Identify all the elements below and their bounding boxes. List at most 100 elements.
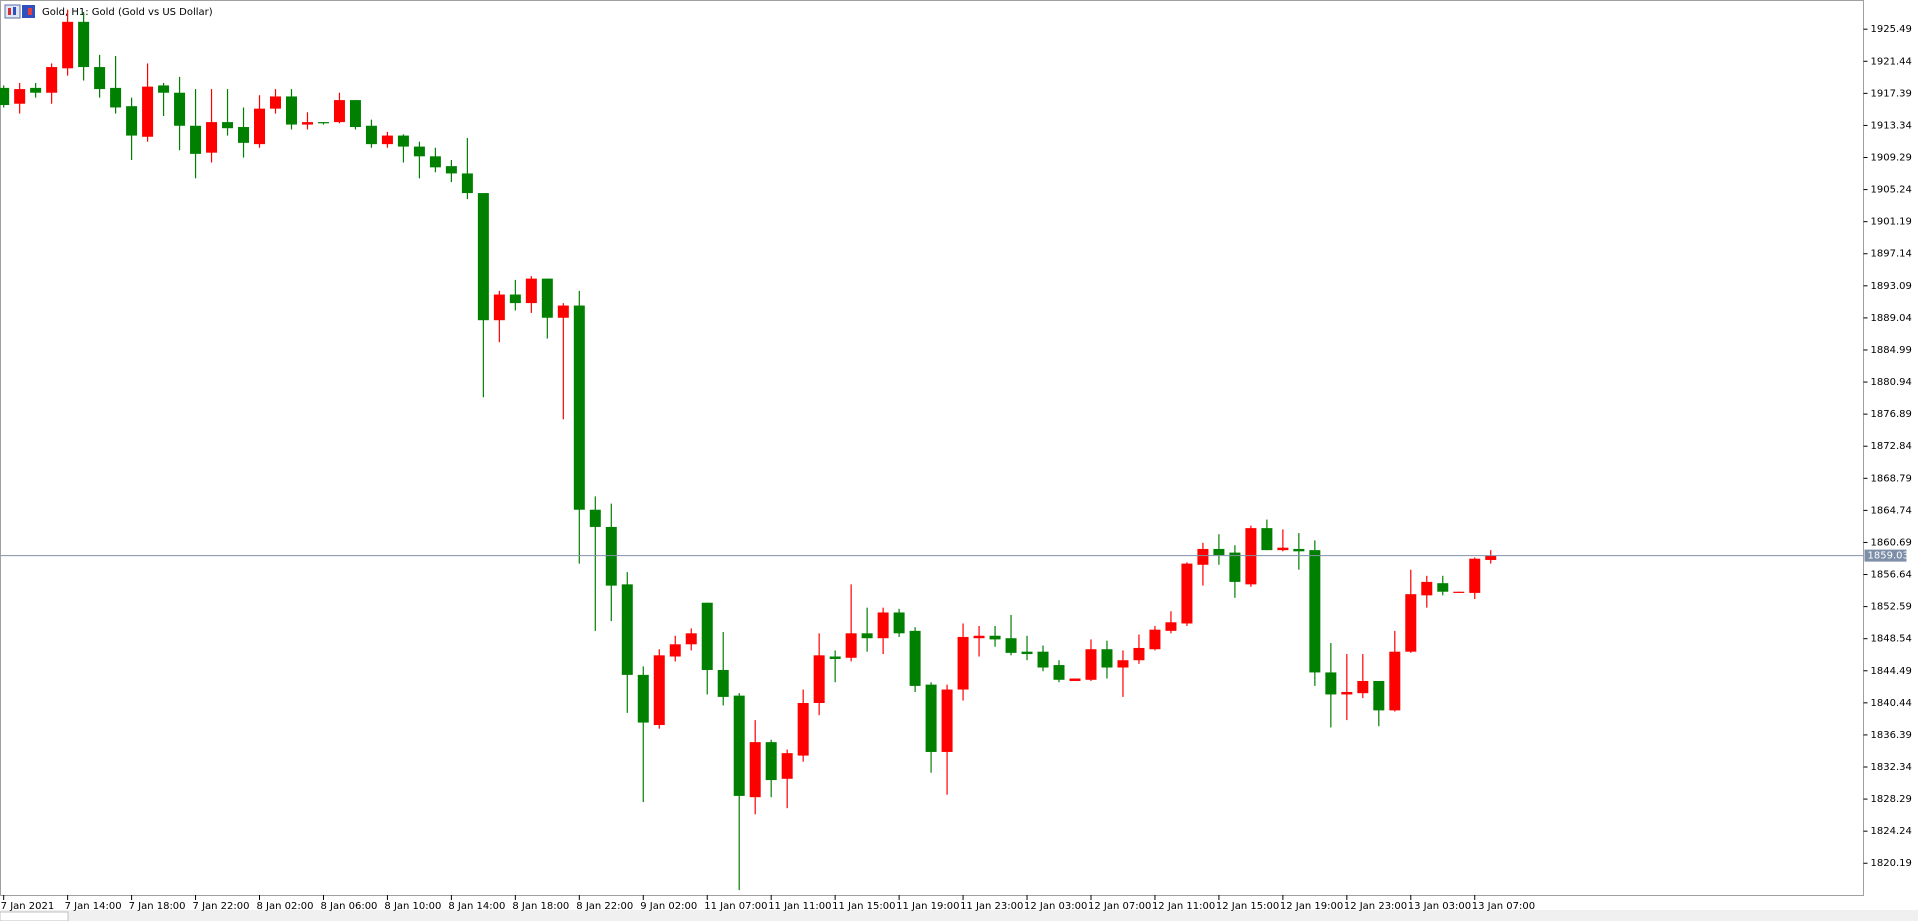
- candle-body: [14, 89, 26, 104]
- x-tick-label: 12 Jan 23:00: [1344, 901, 1407, 912]
- candle-body: [190, 125, 202, 154]
- candle-body: [781, 753, 793, 779]
- candle-body: [1181, 563, 1193, 624]
- icon-bar: [8, 8, 11, 15]
- candle-body: [669, 644, 681, 657]
- candle-body: [0, 87, 10, 105]
- chart-tab[interactable]: [0, 911, 69, 921]
- y-tick-label: 1901.19: [1871, 217, 1912, 228]
- candle-body: [158, 85, 170, 93]
- y-tick-label: 1864.74: [1871, 505, 1912, 516]
- candle-body: [381, 135, 393, 145]
- candle-body: [1069, 678, 1081, 681]
- plot-frame: [0, 0, 1864, 896]
- candle-body: [30, 87, 42, 93]
- candle-body: [877, 612, 889, 639]
- candle-body: [206, 122, 218, 153]
- candle-body: [1213, 548, 1225, 556]
- candle-body: [1357, 680, 1369, 694]
- y-tick-label: 1913.34: [1871, 120, 1912, 131]
- icon-symbol-bar: [28, 8, 32, 15]
- y-tick-label: 1860.69: [1871, 537, 1912, 548]
- candle-body: [701, 602, 713, 670]
- candle-body: [925, 684, 937, 752]
- current-price-box: [1864, 549, 1907, 562]
- candle-body: [957, 636, 969, 690]
- candle-body: [1117, 660, 1129, 668]
- y-tick-label: 1905.24: [1871, 185, 1912, 196]
- candle-body: [397, 135, 409, 147]
- candle-body: [653, 655, 665, 726]
- candle-body: [621, 584, 633, 675]
- y-tick-label: 1917.39: [1871, 88, 1912, 99]
- candle-body: [174, 92, 186, 126]
- candle-body: [142, 86, 154, 137]
- candle-body: [1005, 638, 1017, 653]
- y-tick-label: 1893.09: [1871, 281, 1912, 292]
- candle-body: [525, 278, 537, 304]
- candle-body: [509, 294, 521, 304]
- candle-body: [797, 703, 809, 756]
- y-tick-label: 1889.04: [1871, 313, 1912, 324]
- x-tick-label: 7 Jan 14:00: [65, 901, 122, 912]
- y-tick-label: 1884.99: [1871, 345, 1912, 356]
- y-tick-label: 1844.49: [1871, 666, 1912, 677]
- chart-icon: [4, 4, 35, 19]
- y-tick-label: 1836.39: [1871, 730, 1912, 741]
- candle-body: [829, 656, 841, 659]
- y-tick-label: 1824.24: [1871, 826, 1912, 837]
- candle-body: [637, 674, 649, 723]
- x-tick-label: 13 Jan 07:00: [1472, 901, 1535, 912]
- candle-body: [493, 294, 505, 321]
- candle-body: [1421, 581, 1433, 596]
- y-tick-label: 1820.19: [1871, 858, 1912, 869]
- candle-body: [1453, 591, 1465, 593]
- candle-body: [1485, 555, 1497, 560]
- x-tick-label: 12 Jan 15:00: [1216, 901, 1279, 912]
- candle-body: [62, 21, 74, 69]
- candle-body: [973, 635, 985, 639]
- x-tick-label: 11 Jan 19:00: [896, 901, 959, 912]
- y-tick-label: 1868.79: [1871, 473, 1912, 484]
- x-tick-label: 8 Jan 14:00: [448, 901, 505, 912]
- candle-body: [1149, 629, 1161, 650]
- candle-body: [861, 633, 873, 639]
- candle-body: [605, 526, 617, 586]
- y-tick-label: 1921.44: [1871, 56, 1912, 67]
- y-tick-label: 1880.94: [1871, 377, 1912, 388]
- candle-body: [1085, 649, 1097, 680]
- candle-body: [557, 305, 569, 318]
- x-tick-label: 11 Jan 15:00: [832, 901, 895, 912]
- candle-body: [749, 742, 761, 798]
- candle-body: [1101, 649, 1113, 668]
- x-tick-label: 7 Jan 22:00: [193, 901, 250, 912]
- candle-body: [893, 612, 905, 634]
- candle-body: [733, 695, 745, 796]
- x-tick-label: 8 Jan 18:00: [512, 901, 569, 912]
- candle-body: [1341, 691, 1353, 695]
- x-tick-label: 11 Jan 07:00: [704, 901, 767, 912]
- x-tick-label: 8 Jan 02:00: [257, 901, 314, 912]
- candle-body: [1133, 647, 1145, 661]
- y-tick-label: 1897.14: [1871, 249, 1912, 260]
- bottom-tab-bar: [0, 910, 1918, 921]
- candle-body: [78, 21, 90, 68]
- candle-body: [1325, 672, 1337, 695]
- candle-body: [813, 655, 825, 704]
- candle-body: [1293, 548, 1305, 552]
- candle-body: [477, 193, 489, 321]
- x-tick-label: 9 Jan 02:00: [640, 901, 697, 912]
- candle-body: [1469, 558, 1481, 593]
- candle-body: [685, 633, 697, 645]
- candle-body: [94, 67, 106, 90]
- x-tick-label: 13 Jan 03:00: [1408, 901, 1471, 912]
- icon-bar: [13, 7, 16, 15]
- candle-body: [541, 278, 553, 318]
- candle-body: [46, 67, 58, 93]
- candle-body: [941, 689, 953, 752]
- candle-body: [1437, 583, 1449, 592]
- candle-body: [461, 173, 473, 194]
- candle-body: [270, 96, 281, 109]
- candles: [0, 9, 1497, 891]
